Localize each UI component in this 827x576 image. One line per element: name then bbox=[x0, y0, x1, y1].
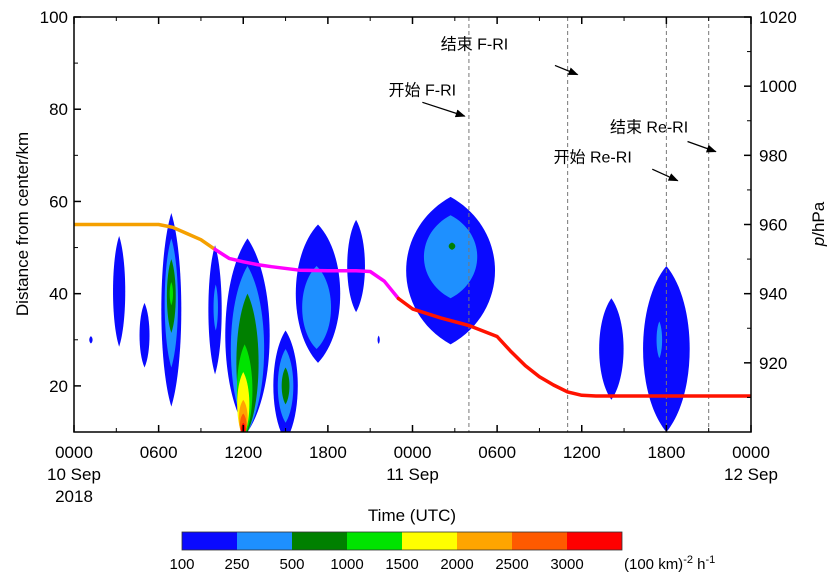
colorbar: 100 250 500 1000 1500 2000 2500 3000 bbox=[169, 531, 623, 573]
x-tick-label: 1200 bbox=[563, 443, 601, 462]
x-tick-label: 1800 bbox=[309, 443, 347, 462]
annotation-arrow bbox=[422, 101, 466, 118]
y-axis-right-title-unit: /hPa bbox=[809, 201, 827, 237]
contour-region bbox=[139, 302, 150, 368]
annotation-label: 结束 F-RI bbox=[441, 35, 509, 53]
annotation-arrow bbox=[687, 140, 717, 153]
colorbar-level-label: 3000 bbox=[550, 556, 583, 573]
pressure-line-segment bbox=[213, 247, 401, 301]
y-right-tick-label: 920 bbox=[759, 354, 787, 373]
colorbar-level-label: 2500 bbox=[495, 556, 528, 573]
y-left-tick-label: 100 bbox=[40, 8, 68, 27]
contour-region bbox=[113, 236, 126, 347]
contour-region bbox=[169, 282, 173, 306]
y-left-tick-label: 40 bbox=[49, 285, 68, 304]
colorbar-level-label: 100 bbox=[169, 556, 194, 573]
y-axis-right-title-symbol: p bbox=[809, 237, 827, 247]
y-axis-left-title: Distance from center/km bbox=[13, 132, 32, 316]
contour-region bbox=[377, 335, 380, 344]
colorbar-unit-base: (100 km) bbox=[624, 556, 683, 573]
colorbar-level-label: 500 bbox=[279, 556, 304, 573]
x-tick-label: 1200 bbox=[224, 443, 262, 462]
x-tick-label: 0600 bbox=[478, 443, 516, 462]
colorbar-swatch bbox=[457, 532, 512, 550]
contour-layer bbox=[89, 196, 690, 432]
colorbar-swatch bbox=[567, 532, 622, 550]
y-right-tick-label: 1000 bbox=[759, 77, 797, 96]
contour-region bbox=[423, 215, 478, 299]
pressure-curve bbox=[74, 222, 751, 398]
annotation-label: 开始 Re-RI bbox=[554, 148, 632, 166]
colorbar-swatch bbox=[347, 532, 402, 550]
y-left-tick-label: 20 bbox=[49, 377, 68, 396]
colorbar-unit: (100 km)-2 h-1 bbox=[624, 554, 715, 573]
x-tick-label: 11 Sep bbox=[386, 465, 439, 484]
y-right-tick-label: 960 bbox=[759, 216, 787, 235]
y-left-tick-label: 60 bbox=[49, 192, 68, 211]
y-axis-right-title: p/hPa bbox=[809, 201, 827, 247]
contour-region bbox=[448, 242, 456, 250]
colorbar-swatch bbox=[237, 532, 292, 550]
colorbar-level-label: 1000 bbox=[330, 556, 363, 573]
colorbar-frame bbox=[181, 531, 623, 551]
contour-region bbox=[213, 284, 218, 331]
pressure-line-segment bbox=[74, 222, 217, 252]
contour-region bbox=[281, 367, 290, 405]
colorbar-swatch bbox=[402, 532, 457, 550]
axis-ticks: 0000 10 Sep 2018 0600 1200 1800 0000 11 Sep 0600… bbox=[40, 8, 797, 506]
colorbar-swatch bbox=[512, 532, 567, 550]
x-tick-label: 1800 bbox=[647, 443, 685, 462]
y-right-tick-label: 1020 bbox=[759, 8, 797, 27]
x-tick-label: 2018 bbox=[55, 487, 93, 506]
annotations: 开始 F-RI 结束 F-RI 结束 Re-RI 开始 Re-RI bbox=[389, 35, 717, 182]
contour-region bbox=[656, 321, 663, 359]
annotation-arrow bbox=[554, 64, 579, 76]
x-axis-title: Time (UTC) bbox=[368, 506, 456, 525]
annotation-label: 开始 F-RI bbox=[389, 81, 457, 99]
contour-region bbox=[599, 298, 624, 400]
x-tick-label: 0000 bbox=[394, 443, 432, 462]
y-left-tick-label: 80 bbox=[49, 100, 68, 119]
x-tick-label: 10 Sep bbox=[47, 465, 101, 484]
colorbar-level-label: 2000 bbox=[440, 556, 473, 573]
pressure-line-segment bbox=[396, 296, 751, 398]
contour-region bbox=[89, 336, 93, 344]
colorbar-swatch bbox=[292, 532, 347, 550]
annotation-label: 结束 Re-RI bbox=[610, 118, 688, 136]
y-right-tick-label: 940 bbox=[759, 285, 787, 304]
contour-region bbox=[302, 266, 332, 349]
colorbar-unit-tail: h bbox=[693, 556, 706, 573]
x-tick-label: 0600 bbox=[140, 443, 178, 462]
y-right-tick-label: 980 bbox=[759, 146, 787, 165]
colorbar-level-label: 250 bbox=[224, 556, 249, 573]
colorbar-unit-tail-exp: -1 bbox=[705, 554, 715, 566]
x-tick-label: 0000 bbox=[732, 443, 770, 462]
colorbar-swatch bbox=[182, 532, 237, 550]
annotation-arrow bbox=[652, 168, 679, 182]
x-tick-label: 12 Sep bbox=[724, 465, 778, 484]
colorbar-level-label: 1500 bbox=[385, 556, 418, 573]
reference-lines bbox=[468, 17, 710, 432]
contour-region bbox=[347, 219, 365, 313]
x-tick-label: 0000 bbox=[55, 443, 93, 462]
colorbar-unit-exp: -2 bbox=[683, 554, 693, 566]
